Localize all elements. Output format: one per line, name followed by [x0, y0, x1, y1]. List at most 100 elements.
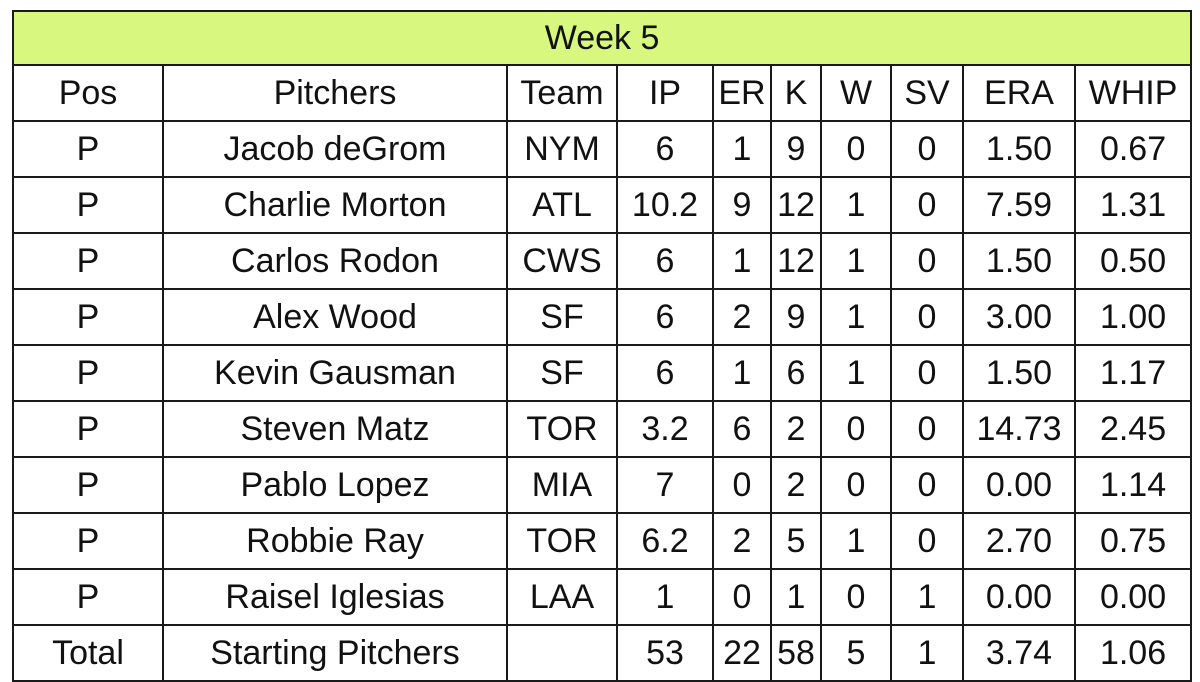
cell-w: 0	[820, 400, 892, 458]
cell-whip: 1.31	[1073, 176, 1193, 234]
cell-k: 2	[770, 400, 822, 458]
cell-ip: 1	[616, 568, 714, 626]
cell-team: SF	[506, 288, 618, 346]
cell-whip: 0.00	[1073, 568, 1193, 626]
cell-pos: P	[12, 400, 164, 458]
cell-w: 0	[820, 456, 892, 514]
table-row: P Jacob deGrom NYM 6 1 9 0 0 1.50 0.67	[12, 120, 1193, 178]
column-header-team: Team	[506, 64, 618, 122]
total-ip: 53	[616, 624, 714, 682]
cell-pitcher: Robbie Ray	[162, 512, 508, 570]
cell-sv: 0	[890, 288, 964, 346]
table-row: P Raisel Iglesias LAA 1 0 1 0 1 0.00 0.00	[12, 568, 1193, 626]
cell-sv: 0	[890, 456, 964, 514]
cell-sv: 0	[890, 400, 964, 458]
cell-whip: 1.17	[1073, 344, 1193, 402]
table-row: P Alex Wood SF 6 2 9 1 0 3.00 1.00	[12, 288, 1193, 346]
cell-sv: 0	[890, 344, 964, 402]
cell-pos: P	[12, 344, 164, 402]
total-pos: Total	[12, 624, 164, 682]
cell-sv: 0	[890, 176, 964, 234]
cell-er: 1	[712, 344, 772, 402]
column-header-whip: WHIP	[1073, 64, 1193, 122]
cell-ip: 3.2	[616, 400, 714, 458]
table-row: P Carlos Rodon CWS 6 1 12 1 0 1.50 0.50	[12, 232, 1193, 290]
cell-pitcher: Kevin Gausman	[162, 344, 508, 402]
cell-team: MIA	[506, 456, 618, 514]
cell-k: 5	[770, 512, 822, 570]
total-pitchers: Starting Pitchers	[162, 624, 508, 682]
cell-pitcher: Alex Wood	[162, 288, 508, 346]
cell-team: SF	[506, 344, 618, 402]
table-row: P Kevin Gausman SF 6 1 6 1 0 1.50 1.17	[12, 344, 1193, 402]
total-team	[506, 624, 618, 682]
cell-k: 12	[770, 176, 822, 234]
cell-sv: 0	[890, 232, 964, 290]
cell-er: 6	[712, 400, 772, 458]
cell-pitcher: Pablo Lopez	[162, 456, 508, 514]
column-header-er: ER	[712, 64, 772, 122]
cell-er: 9	[712, 176, 772, 234]
cell-ip: 6	[616, 232, 714, 290]
cell-whip: 1.00	[1073, 288, 1193, 346]
cell-team: LAA	[506, 568, 618, 626]
column-header-pitchers: Pitchers	[162, 64, 508, 122]
cell-era: 0.00	[962, 456, 1076, 514]
cell-w: 1	[820, 288, 892, 346]
table-row: P Robbie Ray TOR 6.2 2 5 1 0 2.70 0.75	[12, 512, 1193, 570]
cell-w: 0	[820, 568, 892, 626]
pitchers-stats-table: Week 5 Pos Pitchers Team IP ER K W SV ER…	[11, 10, 1193, 682]
total-k: 58	[770, 624, 822, 682]
table-row: P Steven Matz TOR 3.2 6 2 0 0 14.73 2.45	[12, 400, 1193, 458]
cell-pitcher: Charlie Morton	[162, 176, 508, 234]
cell-pitcher: Steven Matz	[162, 400, 508, 458]
table-title: Week 5	[11, 10, 1193, 66]
cell-whip: 0.75	[1073, 512, 1193, 570]
cell-k: 9	[770, 288, 822, 346]
cell-pos: P	[12, 568, 164, 626]
cell-whip: 1.14	[1073, 456, 1193, 514]
column-header-era: ERA	[962, 64, 1076, 122]
cell-pos: P	[12, 512, 164, 570]
total-era: 3.74	[962, 624, 1076, 682]
column-header-sv: SV	[890, 64, 964, 122]
cell-team: NYM	[506, 120, 618, 178]
cell-era: 1.50	[962, 120, 1076, 178]
cell-sv: 0	[890, 120, 964, 178]
cell-er: 2	[712, 288, 772, 346]
cell-pitcher: Carlos Rodon	[162, 232, 508, 290]
cell-sv: 0	[890, 512, 964, 570]
title-row: Week 5	[11, 10, 1193, 66]
cell-er: 0	[712, 568, 772, 626]
cell-er: 1	[712, 232, 772, 290]
cell-team: TOR	[506, 400, 618, 458]
cell-k: 12	[770, 232, 822, 290]
cell-pos: P	[12, 288, 164, 346]
column-header-pos: Pos	[12, 64, 164, 122]
cell-ip: 7	[616, 456, 714, 514]
cell-k: 9	[770, 120, 822, 178]
cell-er: 0	[712, 456, 772, 514]
cell-whip: 0.50	[1073, 232, 1193, 290]
table-body: P Jacob deGrom NYM 6 1 9 0 0 1.50 0.67 P Charlie Mo…	[12, 120, 1193, 626]
cell-ip: 6.2	[616, 512, 714, 570]
cell-pos: P	[12, 176, 164, 234]
cell-w: 1	[820, 512, 892, 570]
column-header-w: W	[820, 64, 892, 122]
cell-w: 0	[820, 120, 892, 178]
cell-era: 14.73	[962, 400, 1076, 458]
total-whip: 1.06	[1073, 624, 1193, 682]
cell-era: 1.50	[962, 344, 1076, 402]
cell-pitcher: Jacob deGrom	[162, 120, 508, 178]
cell-ip: 6	[616, 344, 714, 402]
cell-ip: 10.2	[616, 176, 714, 234]
cell-pitcher: Raisel Iglesias	[162, 568, 508, 626]
cell-era: 7.59	[962, 176, 1076, 234]
cell-team: TOR	[506, 512, 618, 570]
table-row: P Charlie Morton ATL 10.2 9 12 1 0 7.59 1.31	[12, 176, 1193, 234]
cell-pos: P	[12, 456, 164, 514]
header-row: Pos Pitchers Team IP ER K W SV ERA WHIP	[12, 64, 1193, 122]
cell-er: 2	[712, 512, 772, 570]
cell-ip: 6	[616, 288, 714, 346]
cell-era: 3.00	[962, 288, 1076, 346]
